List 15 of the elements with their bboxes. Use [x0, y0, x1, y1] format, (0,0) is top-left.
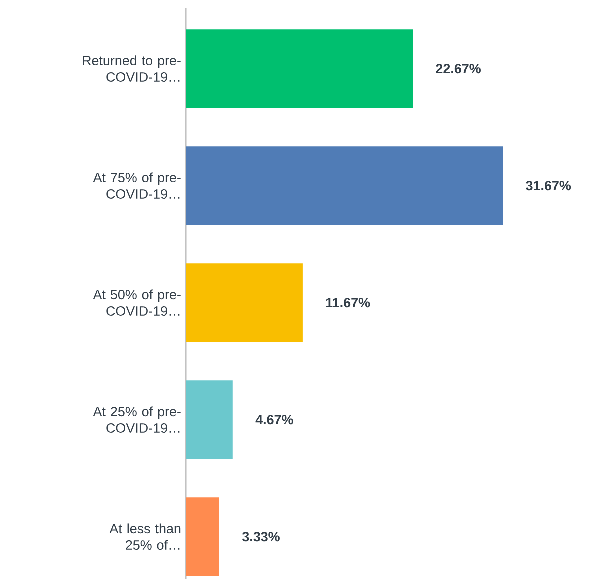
data-label: 31.67% — [526, 181, 572, 191]
bar — [186, 498, 220, 576]
data-label: 3.33% — [242, 532, 280, 542]
bar — [186, 30, 414, 108]
y-tick-label: At 75% of pre-COVID-19… — [93, 172, 181, 200]
y-tick-label: At 25% of pre-COVID-19… — [93, 406, 181, 434]
data-label: 4.67% — [256, 415, 294, 425]
data-label: 11.67% — [326, 298, 370, 308]
y-tick-label: At less than 25% of… — [110, 524, 181, 550]
data-label: 22.67% — [436, 64, 481, 74]
bar — [186, 380, 233, 460]
bar — [186, 264, 303, 342]
bar — [186, 146, 504, 226]
y-tick-label: At 50% of pre-COVID-19… — [93, 290, 181, 316]
y-tick-label: Returned to pre-COVID-19… — [83, 56, 181, 82]
